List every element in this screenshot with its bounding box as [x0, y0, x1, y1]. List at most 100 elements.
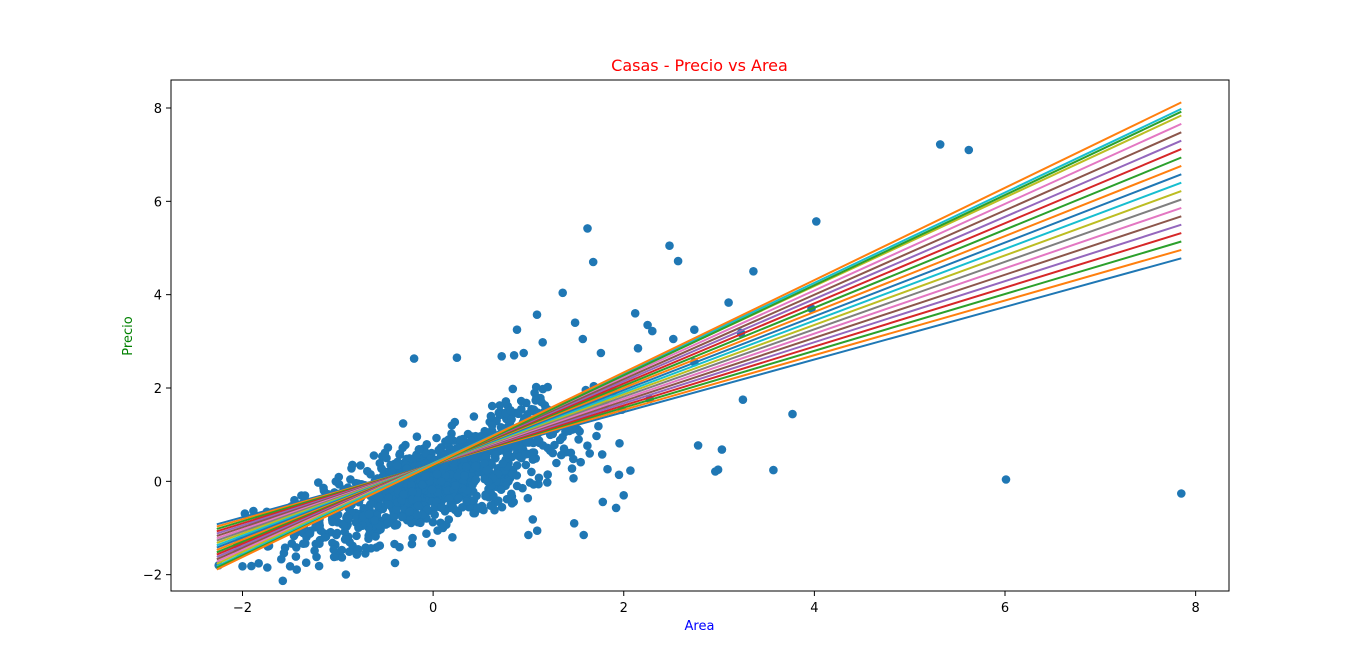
- scatter-point: [552, 458, 561, 468]
- scatter-point: [570, 318, 580, 328]
- scatter-point: [453, 471, 463, 481]
- scatter-point: [529, 480, 538, 489]
- scatter-point: [390, 539, 399, 549]
- scatter-point: [422, 505, 432, 514]
- scatter-point: [384, 500, 393, 509]
- scatter-point: [534, 473, 544, 483]
- scatter-point: [497, 502, 507, 512]
- scatter-point: [598, 497, 608, 507]
- scatter-point: [397, 512, 407, 522]
- scatter-point: [532, 526, 542, 535]
- scatter-point: [427, 485, 437, 494]
- scatter-point: [514, 441, 524, 450]
- scatter-point: [332, 530, 341, 540]
- x-tick-label: 6: [1001, 601, 1009, 616]
- y-tick-label: 4: [154, 289, 162, 304]
- scatter-point: [521, 450, 530, 459]
- scatter-point: [412, 432, 422, 442]
- scatter-point: [472, 491, 481, 501]
- scatter-point: [278, 576, 288, 586]
- y-tick-label: 8: [154, 102, 162, 117]
- scatter-point: [340, 535, 350, 544]
- scatter-point: [690, 325, 699, 335]
- scatter-point: [1001, 475, 1011, 484]
- scatter-point: [254, 559, 263, 568]
- scatter-point: [364, 534, 373, 543]
- scatter-point: [238, 562, 247, 571]
- scatter-point: [583, 224, 592, 233]
- scatter-point: [509, 351, 519, 360]
- scatter-point: [626, 466, 635, 475]
- scatter-point: [514, 409, 523, 419]
- x-tick-label: 8: [1191, 601, 1199, 616]
- scatter-point: [543, 382, 552, 392]
- scatter-point: [314, 561, 324, 571]
- scatter-point: [341, 570, 351, 579]
- scatter-point: [496, 485, 506, 495]
- scatter-point: [292, 565, 302, 574]
- scatter-point: [315, 521, 325, 530]
- scatter-point: [473, 503, 482, 512]
- scatter-point: [329, 545, 339, 554]
- scatter-point: [392, 461, 402, 471]
- scatter-point: [460, 471, 469, 481]
- scatter-point: [769, 465, 778, 475]
- scatter-point: [277, 554, 286, 564]
- scatter-point: [346, 475, 355, 484]
- scatter-point: [305, 529, 315, 538]
- chart-title: Casas - Precio vs Area: [611, 56, 788, 75]
- scatter-point: [416, 518, 425, 528]
- scatter-point: [370, 516, 380, 525]
- scatter-point: [408, 487, 417, 497]
- y-tick-label: 0: [154, 475, 162, 490]
- scatter-point: [673, 256, 683, 266]
- scatter-point: [469, 454, 479, 463]
- scatter-point: [452, 353, 462, 363]
- scatter-point: [512, 325, 522, 335]
- scatter-point: [569, 474, 578, 483]
- scatter-point: [596, 348, 606, 358]
- x-axis-label: Area: [685, 619, 715, 634]
- scatter-point: [527, 467, 536, 477]
- scatter-point: [585, 449, 594, 458]
- scatter-point: [530, 388, 539, 398]
- scatter-point: [299, 539, 308, 548]
- scatter-point: [487, 421, 497, 430]
- x-tick-label: 0: [429, 601, 437, 616]
- scatter-point: [430, 510, 440, 519]
- scatter-point: [506, 406, 515, 415]
- scatter-point: [392, 504, 401, 514]
- scatter-point: [329, 552, 339, 562]
- scatter-point: [337, 553, 347, 562]
- scatter-point: [588, 257, 598, 267]
- scatter-point: [579, 530, 588, 540]
- scatter-point: [558, 288, 567, 298]
- scatter-point: [524, 530, 533, 540]
- scatter-point: [557, 450, 566, 460]
- scatter-point: [711, 467, 720, 476]
- scatter-point: [364, 509, 374, 519]
- regression-line-19: [216, 107, 1182, 568]
- scatter-point: [578, 334, 588, 344]
- scatter-point: [519, 348, 528, 358]
- scatter-point: [291, 552, 301, 561]
- scatter-point: [508, 384, 518, 394]
- scatter-point: [263, 563, 272, 572]
- scatter-point: [491, 450, 500, 459]
- scatter-point: [437, 502, 446, 512]
- scatter-point: [444, 494, 454, 503]
- scatter-point: [377, 464, 387, 474]
- scatter-point: [432, 469, 442, 479]
- scatter-point: [693, 441, 703, 450]
- scatter-point: [409, 354, 419, 363]
- scatter-point: [501, 397, 511, 406]
- scatter-point: [516, 396, 526, 406]
- scatter-point: [567, 464, 577, 473]
- scatter-point: [524, 438, 534, 447]
- scatter-point: [538, 441, 548, 450]
- scatter-point: [462, 497, 471, 506]
- scatter-point: [352, 550, 362, 559]
- scatter-point: [285, 562, 295, 571]
- scatter-point: [548, 448, 558, 458]
